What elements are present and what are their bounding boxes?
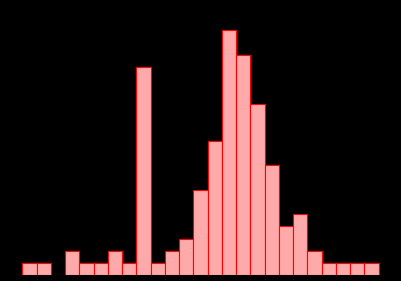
Bar <box>65 251 79 275</box>
Bar <box>222 30 236 275</box>
Bar <box>236 55 250 275</box>
Bar <box>350 263 365 275</box>
Bar <box>293 214 308 275</box>
Bar <box>122 263 136 275</box>
Bar <box>250 104 265 275</box>
Bar <box>208 140 222 275</box>
Bar <box>322 263 336 275</box>
Bar <box>179 239 193 275</box>
Bar <box>136 67 151 275</box>
Bar <box>108 251 122 275</box>
Bar <box>193 190 208 275</box>
Bar <box>79 263 93 275</box>
Bar <box>36 263 51 275</box>
Bar <box>279 226 293 275</box>
Bar <box>22 263 36 275</box>
Bar <box>151 263 165 275</box>
Bar <box>165 251 179 275</box>
Bar <box>365 263 379 275</box>
Bar <box>336 263 350 275</box>
Bar <box>308 251 322 275</box>
Bar <box>265 165 279 275</box>
Bar <box>93 263 108 275</box>
